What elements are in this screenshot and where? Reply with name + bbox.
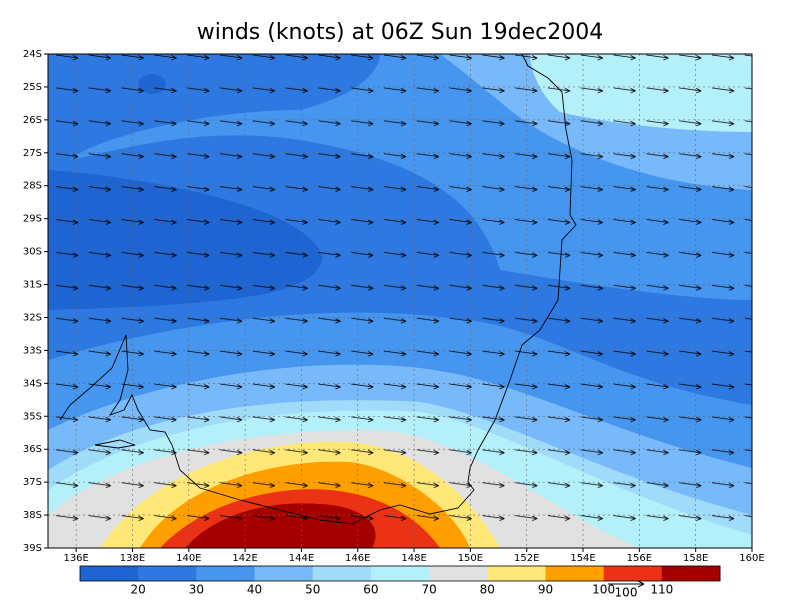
- colorbar-box: [429, 566, 488, 581]
- y-tick-label: 36S: [23, 444, 42, 455]
- x-tick-label: 140E: [176, 553, 201, 564]
- x-tick-label: 146E: [345, 553, 370, 564]
- colorbar-label: 100: [592, 583, 615, 597]
- colorbar-box: [603, 566, 663, 581]
- vector-scale-label: 100: [615, 586, 638, 600]
- x-tick-label: 160E: [739, 553, 764, 564]
- colorbar-box: [487, 566, 546, 581]
- colorbar-label: 20: [131, 583, 146, 597]
- y-tick-label: 37S: [23, 477, 42, 488]
- y-tick-label: 24S: [23, 49, 42, 60]
- x-tick-label: 150E: [458, 553, 483, 564]
- colorbar-box: [138, 566, 197, 581]
- colorbar-box: [196, 566, 256, 581]
- colorbar-label: 30: [189, 583, 204, 597]
- x-tick-label: 148E: [401, 553, 426, 564]
- colorbar-label: 110: [650, 583, 673, 597]
- vector-reference: 100: [608, 580, 645, 600]
- wind-vectors: [48, 54, 752, 548]
- colorbar: 20 30 40 50 60 70 80 90 100 110: [79, 565, 721, 597]
- x-tick-label: 154E: [570, 553, 595, 564]
- colorbar-box: [545, 566, 605, 581]
- y-tick-label: 33S: [23, 345, 42, 356]
- y-tick-label: 25S: [23, 82, 42, 93]
- colorbar-label: 50: [305, 583, 320, 597]
- x-tick-label: 138E: [120, 553, 145, 564]
- y-tick-label: 29S: [23, 214, 42, 225]
- y-tick-label: 32S: [23, 312, 42, 323]
- colorbar-label: 40: [247, 583, 262, 597]
- colorbar-label: 90: [538, 583, 553, 597]
- x-tick-label: 136E: [63, 553, 88, 564]
- y-tick-label: 26S: [23, 115, 42, 126]
- plot-frame: [47, 53, 753, 549]
- y-tick-label: 30S: [23, 247, 42, 258]
- y-tick-label: 27S: [23, 148, 42, 159]
- x-tick-label: 158E: [683, 553, 708, 564]
- y-tick-label: 31S: [23, 280, 42, 291]
- x-tick-label: 144E: [289, 553, 314, 564]
- y-tick-label: 34S: [23, 378, 42, 389]
- colorbar-label: 80: [480, 583, 495, 597]
- y-tick-label: 35S: [23, 411, 42, 422]
- colorbar-box: [661, 566, 721, 581]
- colorbar-frame: [79, 565, 721, 582]
- x-tick-label: 156E: [627, 553, 652, 564]
- x-tick-label: 152E: [514, 553, 539, 564]
- colorbar-label: 70: [421, 583, 436, 597]
- y-tick-label: 38S: [23, 510, 42, 521]
- colorbar-box: [80, 566, 139, 581]
- colorbar-box: [312, 566, 372, 581]
- y-tick-label: 28S: [23, 181, 42, 192]
- colorbar-box: [370, 566, 430, 581]
- x-tick-label: 142E: [232, 553, 257, 564]
- map-title: winds (knots) at 06Z Sun 19dec2004: [197, 20, 603, 45]
- colorbar-label: 60: [363, 583, 378, 597]
- y-tick-label: 39S: [23, 543, 42, 554]
- colorbar-box: [254, 566, 314, 581]
